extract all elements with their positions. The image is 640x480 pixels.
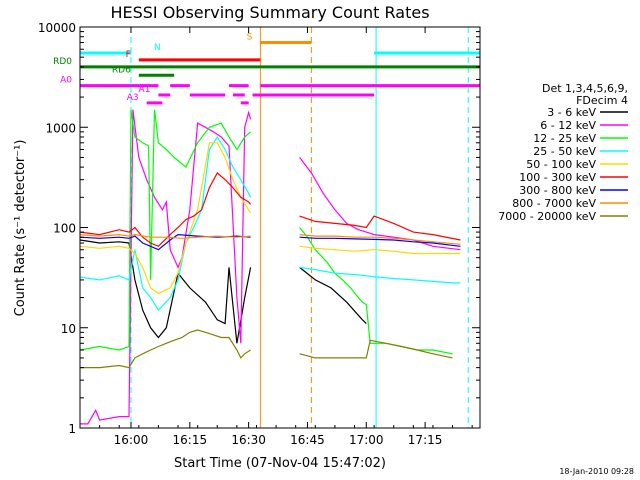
y-axis-label: Count Rate (s⁻¹ detector⁻¹) (13, 140, 28, 317)
x-tick-label-3: 16:45 (290, 433, 325, 447)
series-line-0-1 (299, 266, 367, 325)
flag-label-a1: A1 (139, 85, 151, 95)
series-line-5-1 (299, 215, 461, 241)
x-tick-label-1: 16:15 (173, 433, 208, 447)
legend-label-2: 12 - 25 keV (533, 132, 596, 145)
legend-header-0: Det 1,3,4,5,6,9, (542, 82, 628, 95)
flag-label-f: F (126, 50, 131, 60)
x-tick-label-5: 17:15 (408, 433, 443, 447)
x-tick-label-0: 16:00 (114, 433, 149, 447)
flag-label-s: S (247, 33, 253, 43)
series-line-7-0 (80, 233, 251, 239)
legend-label-5: 100 - 300 keV (519, 171, 596, 184)
flag-label-n: N (154, 43, 161, 53)
series-line-7-1 (299, 234, 461, 245)
plot-content (80, 27, 480, 428)
series-line-3-1 (299, 266, 461, 284)
y-tick-label-0: 1 (68, 422, 76, 436)
x-axis-label: Start Time (07-Nov-04 15:47:02) (174, 456, 386, 471)
y-tick-label-2: 100 (53, 222, 76, 236)
flag-label-rd0: RD0 (53, 57, 72, 67)
flag-label-a3: A3 (127, 93, 139, 103)
legend-label-4: 50 - 100 keV (526, 158, 596, 171)
legend-label-3: 25 - 50 keV (533, 145, 596, 158)
series-line-6-0 (80, 233, 251, 251)
series-line-4-1 (299, 245, 461, 255)
series-line-4-0 (80, 142, 252, 295)
series-line-5-0 (80, 172, 252, 248)
x-tick-label-2: 16:30 (231, 433, 266, 447)
flag-label-a0: A0 (60, 76, 72, 86)
series-line-1-1 (299, 157, 461, 251)
x-tick-label-4: 17:00 (349, 433, 384, 447)
flag-label-rd6: RD6 (112, 65, 131, 75)
legend-label-8: 7000 - 20000 keV (498, 210, 596, 223)
legend-header-1: FDecim 4 (576, 94, 628, 107)
y-tick-label-3: 1000 (45, 121, 76, 135)
series-line-8-1 (299, 339, 453, 359)
series-line-6-1 (299, 236, 461, 247)
series-line-0-0 (80, 239, 252, 344)
timestamp: 18-Jan-2010 09:28 (559, 467, 634, 476)
axes: 16:00 16:15 16:30 16:45 17:00 17:15 1 10 100 1000… (38, 21, 481, 447)
chart-title: HESSI Observing Summary Count Rates (110, 3, 429, 22)
series-line-8-0 (80, 329, 251, 369)
legend-label-6: 300 - 800 keV (519, 184, 596, 197)
series-line-1-0 (80, 109, 252, 425)
y-tick-label-4: 10000 (38, 21, 76, 35)
y-tick-label-1: 10 (61, 322, 76, 336)
series-line-3-0 (80, 135, 252, 312)
legend-label-7: 800 - 7000 keV (512, 197, 596, 210)
legend-label-1: 6 - 12 keV (540, 119, 596, 132)
series-line-2-0 (80, 109, 251, 351)
legend-label-0: 3 - 6 keV (547, 106, 596, 119)
